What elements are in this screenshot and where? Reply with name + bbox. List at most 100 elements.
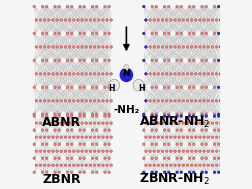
Circle shape: [211, 73, 214, 75]
Circle shape: [182, 73, 185, 75]
Circle shape: [157, 19, 160, 21]
Circle shape: [182, 136, 185, 139]
Circle shape: [182, 99, 185, 102]
Circle shape: [190, 99, 193, 102]
Circle shape: [163, 113, 166, 115]
Circle shape: [81, 19, 83, 21]
Circle shape: [174, 19, 176, 21]
Circle shape: [205, 157, 208, 160]
Circle shape: [207, 99, 210, 102]
Circle shape: [91, 59, 94, 62]
Circle shape: [91, 32, 94, 35]
Circle shape: [89, 19, 92, 21]
Circle shape: [95, 157, 98, 160]
Circle shape: [93, 99, 96, 102]
Circle shape: [43, 99, 46, 102]
Circle shape: [170, 150, 172, 153]
Circle shape: [174, 99, 176, 102]
Circle shape: [64, 73, 67, 75]
Circle shape: [213, 32, 216, 35]
Circle shape: [145, 122, 147, 125]
Circle shape: [98, 164, 100, 167]
Circle shape: [180, 129, 183, 132]
Circle shape: [201, 86, 203, 89]
Circle shape: [205, 115, 208, 117]
Circle shape: [60, 150, 62, 153]
Circle shape: [186, 73, 189, 75]
Circle shape: [52, 19, 54, 21]
Circle shape: [56, 164, 58, 167]
Circle shape: [142, 86, 145, 89]
Circle shape: [95, 143, 98, 146]
Circle shape: [161, 164, 164, 167]
Circle shape: [83, 59, 85, 62]
Circle shape: [192, 86, 195, 89]
Circle shape: [39, 19, 42, 21]
Circle shape: [108, 5, 110, 8]
Circle shape: [83, 5, 85, 8]
Circle shape: [45, 157, 48, 160]
Circle shape: [142, 32, 145, 35]
Circle shape: [33, 157, 36, 160]
Circle shape: [98, 19, 100, 21]
Circle shape: [52, 46, 54, 48]
Circle shape: [203, 136, 205, 139]
Circle shape: [79, 113, 81, 115]
Circle shape: [41, 5, 44, 8]
Circle shape: [77, 73, 79, 75]
Circle shape: [167, 86, 170, 89]
Circle shape: [161, 73, 164, 75]
Circle shape: [195, 99, 197, 102]
Circle shape: [33, 113, 36, 115]
Circle shape: [72, 99, 75, 102]
Circle shape: [110, 73, 113, 75]
Circle shape: [41, 129, 44, 132]
Circle shape: [66, 129, 69, 132]
Circle shape: [98, 73, 100, 75]
Circle shape: [33, 59, 36, 62]
Circle shape: [106, 136, 108, 139]
Circle shape: [91, 115, 94, 117]
Circle shape: [176, 143, 178, 146]
Circle shape: [58, 157, 60, 160]
Circle shape: [79, 5, 81, 8]
Circle shape: [192, 171, 195, 174]
Circle shape: [45, 113, 48, 115]
Circle shape: [35, 164, 38, 167]
Circle shape: [155, 143, 158, 146]
Circle shape: [91, 5, 94, 8]
Circle shape: [79, 129, 81, 132]
Circle shape: [199, 150, 201, 153]
Circle shape: [163, 5, 166, 8]
Circle shape: [199, 19, 201, 21]
Circle shape: [95, 113, 98, 115]
Circle shape: [182, 46, 185, 48]
Circle shape: [60, 122, 62, 125]
Circle shape: [85, 46, 88, 48]
Circle shape: [180, 5, 183, 8]
Circle shape: [81, 99, 83, 102]
Circle shape: [79, 32, 81, 35]
Circle shape: [43, 136, 46, 139]
Circle shape: [167, 129, 170, 132]
Circle shape: [205, 113, 208, 115]
Circle shape: [64, 99, 67, 102]
Circle shape: [186, 99, 189, 102]
Circle shape: [178, 99, 180, 102]
Circle shape: [81, 136, 83, 139]
Circle shape: [182, 150, 185, 153]
Circle shape: [203, 99, 205, 102]
Circle shape: [110, 150, 113, 153]
Circle shape: [188, 115, 191, 117]
Circle shape: [157, 136, 160, 139]
Circle shape: [186, 122, 189, 125]
Circle shape: [174, 73, 176, 75]
Circle shape: [70, 5, 73, 8]
Circle shape: [203, 164, 205, 167]
Circle shape: [39, 46, 42, 48]
Circle shape: [149, 164, 151, 167]
Circle shape: [215, 73, 218, 75]
Circle shape: [104, 129, 106, 132]
Circle shape: [110, 164, 113, 167]
Circle shape: [79, 157, 81, 160]
